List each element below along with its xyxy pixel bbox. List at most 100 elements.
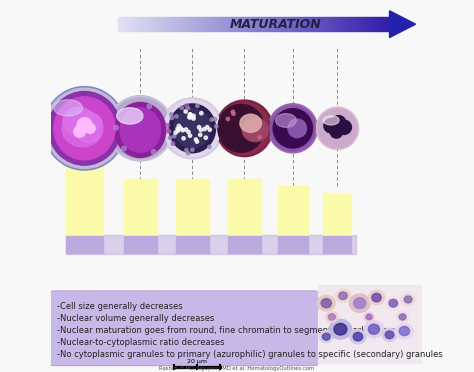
Bar — [323, 193, 351, 236]
Ellipse shape — [168, 136, 172, 140]
Ellipse shape — [288, 119, 307, 138]
Ellipse shape — [368, 324, 380, 334]
Ellipse shape — [329, 320, 352, 339]
Ellipse shape — [162, 98, 223, 159]
Ellipse shape — [404, 296, 412, 303]
Ellipse shape — [328, 314, 335, 320]
Ellipse shape — [77, 118, 92, 132]
Bar — [305, 17, 308, 31]
Bar — [206, 17, 210, 31]
Bar — [369, 17, 373, 31]
Ellipse shape — [353, 333, 363, 341]
Bar — [328, 17, 332, 31]
Ellipse shape — [74, 126, 85, 137]
Ellipse shape — [273, 109, 312, 148]
Bar — [227, 17, 230, 31]
Bar — [124, 236, 157, 253]
Ellipse shape — [194, 138, 198, 141]
Bar — [376, 17, 379, 31]
Ellipse shape — [316, 107, 359, 150]
Ellipse shape — [174, 131, 177, 134]
Ellipse shape — [242, 118, 268, 142]
Ellipse shape — [395, 323, 413, 339]
Ellipse shape — [184, 110, 187, 113]
Ellipse shape — [382, 328, 397, 341]
Ellipse shape — [331, 116, 346, 129]
Ellipse shape — [397, 312, 409, 322]
Ellipse shape — [349, 294, 370, 312]
Bar — [291, 17, 294, 31]
Ellipse shape — [187, 130, 190, 134]
Ellipse shape — [176, 127, 179, 131]
Ellipse shape — [85, 124, 95, 133]
Ellipse shape — [176, 129, 180, 132]
Ellipse shape — [122, 146, 127, 151]
Ellipse shape — [54, 100, 82, 116]
Ellipse shape — [147, 104, 152, 108]
Ellipse shape — [77, 122, 100, 143]
Ellipse shape — [323, 116, 339, 125]
Bar — [301, 17, 305, 31]
Bar — [138, 17, 142, 31]
Ellipse shape — [170, 116, 173, 119]
Bar — [152, 17, 155, 31]
Ellipse shape — [182, 137, 185, 140]
Ellipse shape — [399, 327, 410, 336]
Ellipse shape — [199, 133, 202, 137]
Bar — [66, 236, 103, 253]
Ellipse shape — [334, 323, 347, 335]
Bar — [247, 17, 250, 31]
Ellipse shape — [401, 294, 415, 305]
Ellipse shape — [185, 148, 188, 152]
Ellipse shape — [166, 124, 170, 127]
Bar — [176, 17, 179, 31]
Bar — [338, 17, 342, 31]
Bar — [359, 17, 362, 31]
Bar — [250, 17, 254, 31]
Bar — [213, 17, 217, 31]
Ellipse shape — [179, 127, 182, 130]
Ellipse shape — [219, 102, 271, 154]
Ellipse shape — [354, 298, 366, 309]
Bar — [186, 17, 189, 31]
Ellipse shape — [336, 120, 351, 135]
Ellipse shape — [170, 113, 173, 116]
Bar — [356, 17, 359, 31]
Ellipse shape — [232, 112, 235, 115]
Ellipse shape — [166, 129, 170, 132]
Ellipse shape — [372, 294, 381, 302]
Bar — [237, 17, 240, 31]
Bar — [335, 17, 338, 31]
Ellipse shape — [389, 299, 398, 307]
Bar — [278, 186, 308, 236]
Bar — [230, 17, 233, 31]
Text: MATURATION: MATURATION — [230, 18, 322, 31]
Ellipse shape — [268, 104, 318, 153]
Bar — [342, 17, 346, 31]
Bar — [203, 17, 206, 31]
Ellipse shape — [175, 115, 178, 118]
Ellipse shape — [364, 312, 374, 321]
Text: -Nuclear maturation goes from round, fine chromatin to segmented, dark chromatin: -Nuclear maturation goes from round, fin… — [57, 326, 412, 335]
Bar — [223, 17, 227, 31]
Ellipse shape — [240, 114, 261, 132]
Ellipse shape — [54, 97, 115, 160]
Ellipse shape — [368, 291, 385, 305]
Ellipse shape — [151, 150, 156, 154]
Bar — [179, 17, 182, 31]
Ellipse shape — [115, 102, 166, 157]
Bar — [196, 17, 200, 31]
Ellipse shape — [120, 108, 161, 152]
Ellipse shape — [169, 104, 216, 153]
Bar — [159, 17, 162, 31]
Bar — [323, 236, 351, 253]
Bar — [66, 235, 356, 254]
Bar — [332, 17, 335, 31]
Ellipse shape — [181, 128, 184, 132]
FancyBboxPatch shape — [50, 291, 318, 366]
Ellipse shape — [399, 314, 406, 320]
Bar — [322, 17, 325, 31]
Ellipse shape — [231, 110, 235, 113]
Bar — [162, 17, 165, 31]
Bar — [284, 17, 288, 31]
